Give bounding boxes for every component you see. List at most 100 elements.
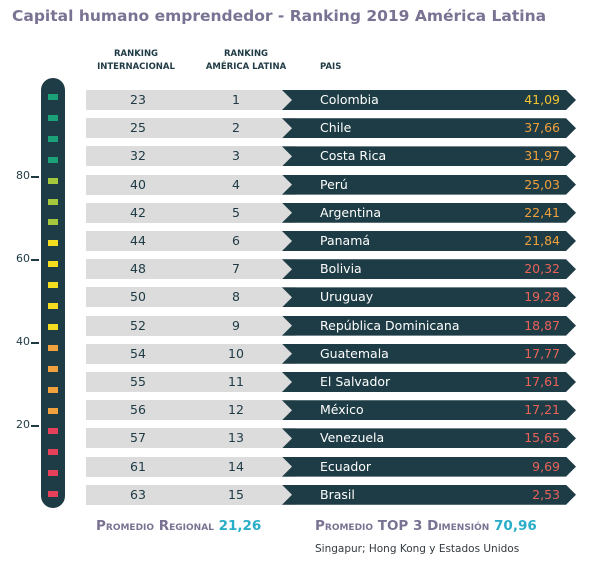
row-dark-band bbox=[282, 259, 576, 279]
row-grey-band bbox=[86, 118, 296, 139]
row-grey-band bbox=[86, 315, 296, 336]
regional-average: Promedio Regional 21,26 bbox=[96, 518, 261, 534]
ranking-latam-cell: 3 bbox=[232, 148, 240, 164]
gauge-tick-label: 40 bbox=[16, 335, 30, 348]
ranking-internacional-cell: 50 bbox=[130, 289, 146, 305]
row-dark-band bbox=[282, 146, 576, 166]
row-grey-band bbox=[86, 259, 296, 280]
table-row: 23 1 Colombia 41,09 bbox=[86, 90, 576, 110]
gauge-dot bbox=[48, 491, 58, 498]
row-dark-band bbox=[282, 203, 576, 223]
row-dark-band bbox=[282, 175, 576, 195]
ranking-internacional-cell: 55 bbox=[130, 374, 146, 389]
country-cell: México bbox=[320, 402, 364, 418]
header-pais: PAIS bbox=[320, 62, 342, 72]
ranking-latam-cell: 6 bbox=[232, 233, 240, 248]
header-ranking-internacional: RANKING INTERNACIONAL bbox=[97, 49, 175, 72]
ranking-latam-cell: 9 bbox=[232, 317, 240, 333]
ranking-internacional-cell: 32 bbox=[130, 148, 146, 164]
gauge-dot bbox=[48, 470, 58, 477]
gauge-dot bbox=[48, 177, 58, 184]
score-cell: 17,21 bbox=[524, 402, 560, 418]
score-cell: 15,65 bbox=[524, 430, 560, 446]
row-dark-band bbox=[282, 372, 576, 392]
ranking-internacional-cell: 63 bbox=[130, 486, 146, 502]
ranking-internacional-cell: 42 bbox=[130, 204, 146, 220]
ranking-latam-cell: 5 bbox=[232, 204, 240, 220]
ranking-internacional-cell: 40 bbox=[130, 176, 146, 192]
gauge-dot bbox=[48, 344, 58, 351]
top3-average: Promedio TOP 3 Dimensión 70,96 bbox=[315, 518, 537, 534]
row-dark-band bbox=[282, 316, 576, 336]
row-grey-band bbox=[86, 400, 296, 421]
country-cell: Chile bbox=[320, 120, 352, 136]
ranking-latam-cell: 14 bbox=[228, 458, 244, 474]
gauge-dot bbox=[48, 303, 58, 309]
row-grey-band bbox=[86, 484, 296, 505]
ranking-latam-cell: 4 bbox=[232, 176, 240, 192]
table-row: 32 3 Costa Rica 31,97 bbox=[86, 146, 576, 167]
table-row: 42 5 Argentina 22,41 bbox=[86, 202, 576, 223]
ranking-internacional-cell: 57 bbox=[130, 430, 146, 446]
row-grey-band bbox=[86, 428, 296, 449]
table-row: 55 11 El Salvador 17,61 bbox=[86, 372, 576, 392]
ranking-latam-cell: 2 bbox=[232, 120, 240, 136]
country-cell: Ecuador bbox=[320, 458, 372, 474]
row-grey-band bbox=[86, 90, 296, 110]
gauge-dot bbox=[48, 94, 58, 100]
country-cell: El Salvador bbox=[320, 374, 391, 389]
gauge-dot bbox=[48, 135, 58, 142]
gauge-dot bbox=[48, 449, 58, 456]
gauge-tick-line bbox=[31, 425, 39, 427]
row-dark-band bbox=[282, 400, 576, 420]
gauge-dot bbox=[48, 323, 58, 330]
table-row: 56 12 México 17,21 bbox=[86, 400, 576, 421]
ranking-latam-cell: 15 bbox=[228, 486, 244, 502]
gauge-dot bbox=[48, 386, 58, 393]
country-cell: República Dominicana bbox=[320, 317, 460, 333]
table-row: 54 10 Guatemala 17,77 bbox=[86, 343, 576, 364]
row-dark-band bbox=[282, 457, 576, 477]
gauge-tick-label: 60 bbox=[16, 252, 30, 265]
table-row: 52 9 República Dominicana 18,87 bbox=[86, 315, 576, 336]
chart-title: Capital humano emprendedor - Ranking 201… bbox=[12, 7, 547, 25]
gauge-dot bbox=[48, 407, 58, 414]
ranking-latam-cell: 13 bbox=[228, 430, 244, 446]
ranking-latam-cell: 8 bbox=[232, 289, 240, 305]
gauge-tick-line bbox=[31, 342, 39, 344]
ranking-internacional-cell: 23 bbox=[130, 92, 146, 107]
gauge-dot bbox=[48, 428, 58, 435]
country-cell: Brasil bbox=[320, 486, 355, 502]
score-cell: 18,87 bbox=[524, 317, 560, 333]
ranking-internacional-cell: 56 bbox=[130, 402, 146, 418]
top3-average-label: Promedio TOP 3 Dimensión bbox=[315, 518, 490, 534]
ranking-internacional-cell: 25 bbox=[130, 120, 146, 136]
ranking-latam-cell: 10 bbox=[228, 345, 244, 361]
ranking-latam-cell: 12 bbox=[228, 402, 244, 418]
row-dark-band bbox=[282, 231, 576, 251]
ranking-internacional-cell: 44 bbox=[130, 233, 146, 248]
gauge-dot bbox=[48, 198, 58, 205]
table-row: 48 7 Bolivia 20,32 bbox=[86, 259, 576, 280]
score-cell: 37,66 bbox=[524, 120, 560, 136]
regional-average-label: Promedio Regional bbox=[96, 518, 214, 534]
table-row: 25 2 Chile 37,66 bbox=[86, 118, 576, 139]
country-cell: Guatemala bbox=[320, 345, 389, 361]
country-cell: Costa Rica bbox=[320, 148, 387, 164]
row-grey-band bbox=[86, 372, 296, 392]
gauge-tick-line bbox=[31, 259, 39, 261]
score-cell: 20,32 bbox=[524, 261, 560, 277]
row-grey-band bbox=[86, 202, 296, 223]
country-cell: Panamá bbox=[320, 233, 371, 248]
score-cell: 9,69 bbox=[532, 458, 560, 474]
top3-average-value: 70,96 bbox=[494, 518, 537, 534]
score-cell: 21,84 bbox=[524, 233, 560, 248]
country-cell: Venezuela bbox=[320, 430, 385, 446]
row-grey-band bbox=[86, 174, 296, 195]
country-cell: Argentina bbox=[320, 204, 381, 220]
header-ranking-america-latina: RANKING AMÉRICA LATINA bbox=[205, 49, 287, 72]
ranking-internacional-cell: 48 bbox=[130, 261, 146, 277]
row-grey-band bbox=[86, 343, 296, 364]
score-cell: 19,28 bbox=[524, 289, 560, 305]
row-grey-band bbox=[86, 456, 296, 477]
